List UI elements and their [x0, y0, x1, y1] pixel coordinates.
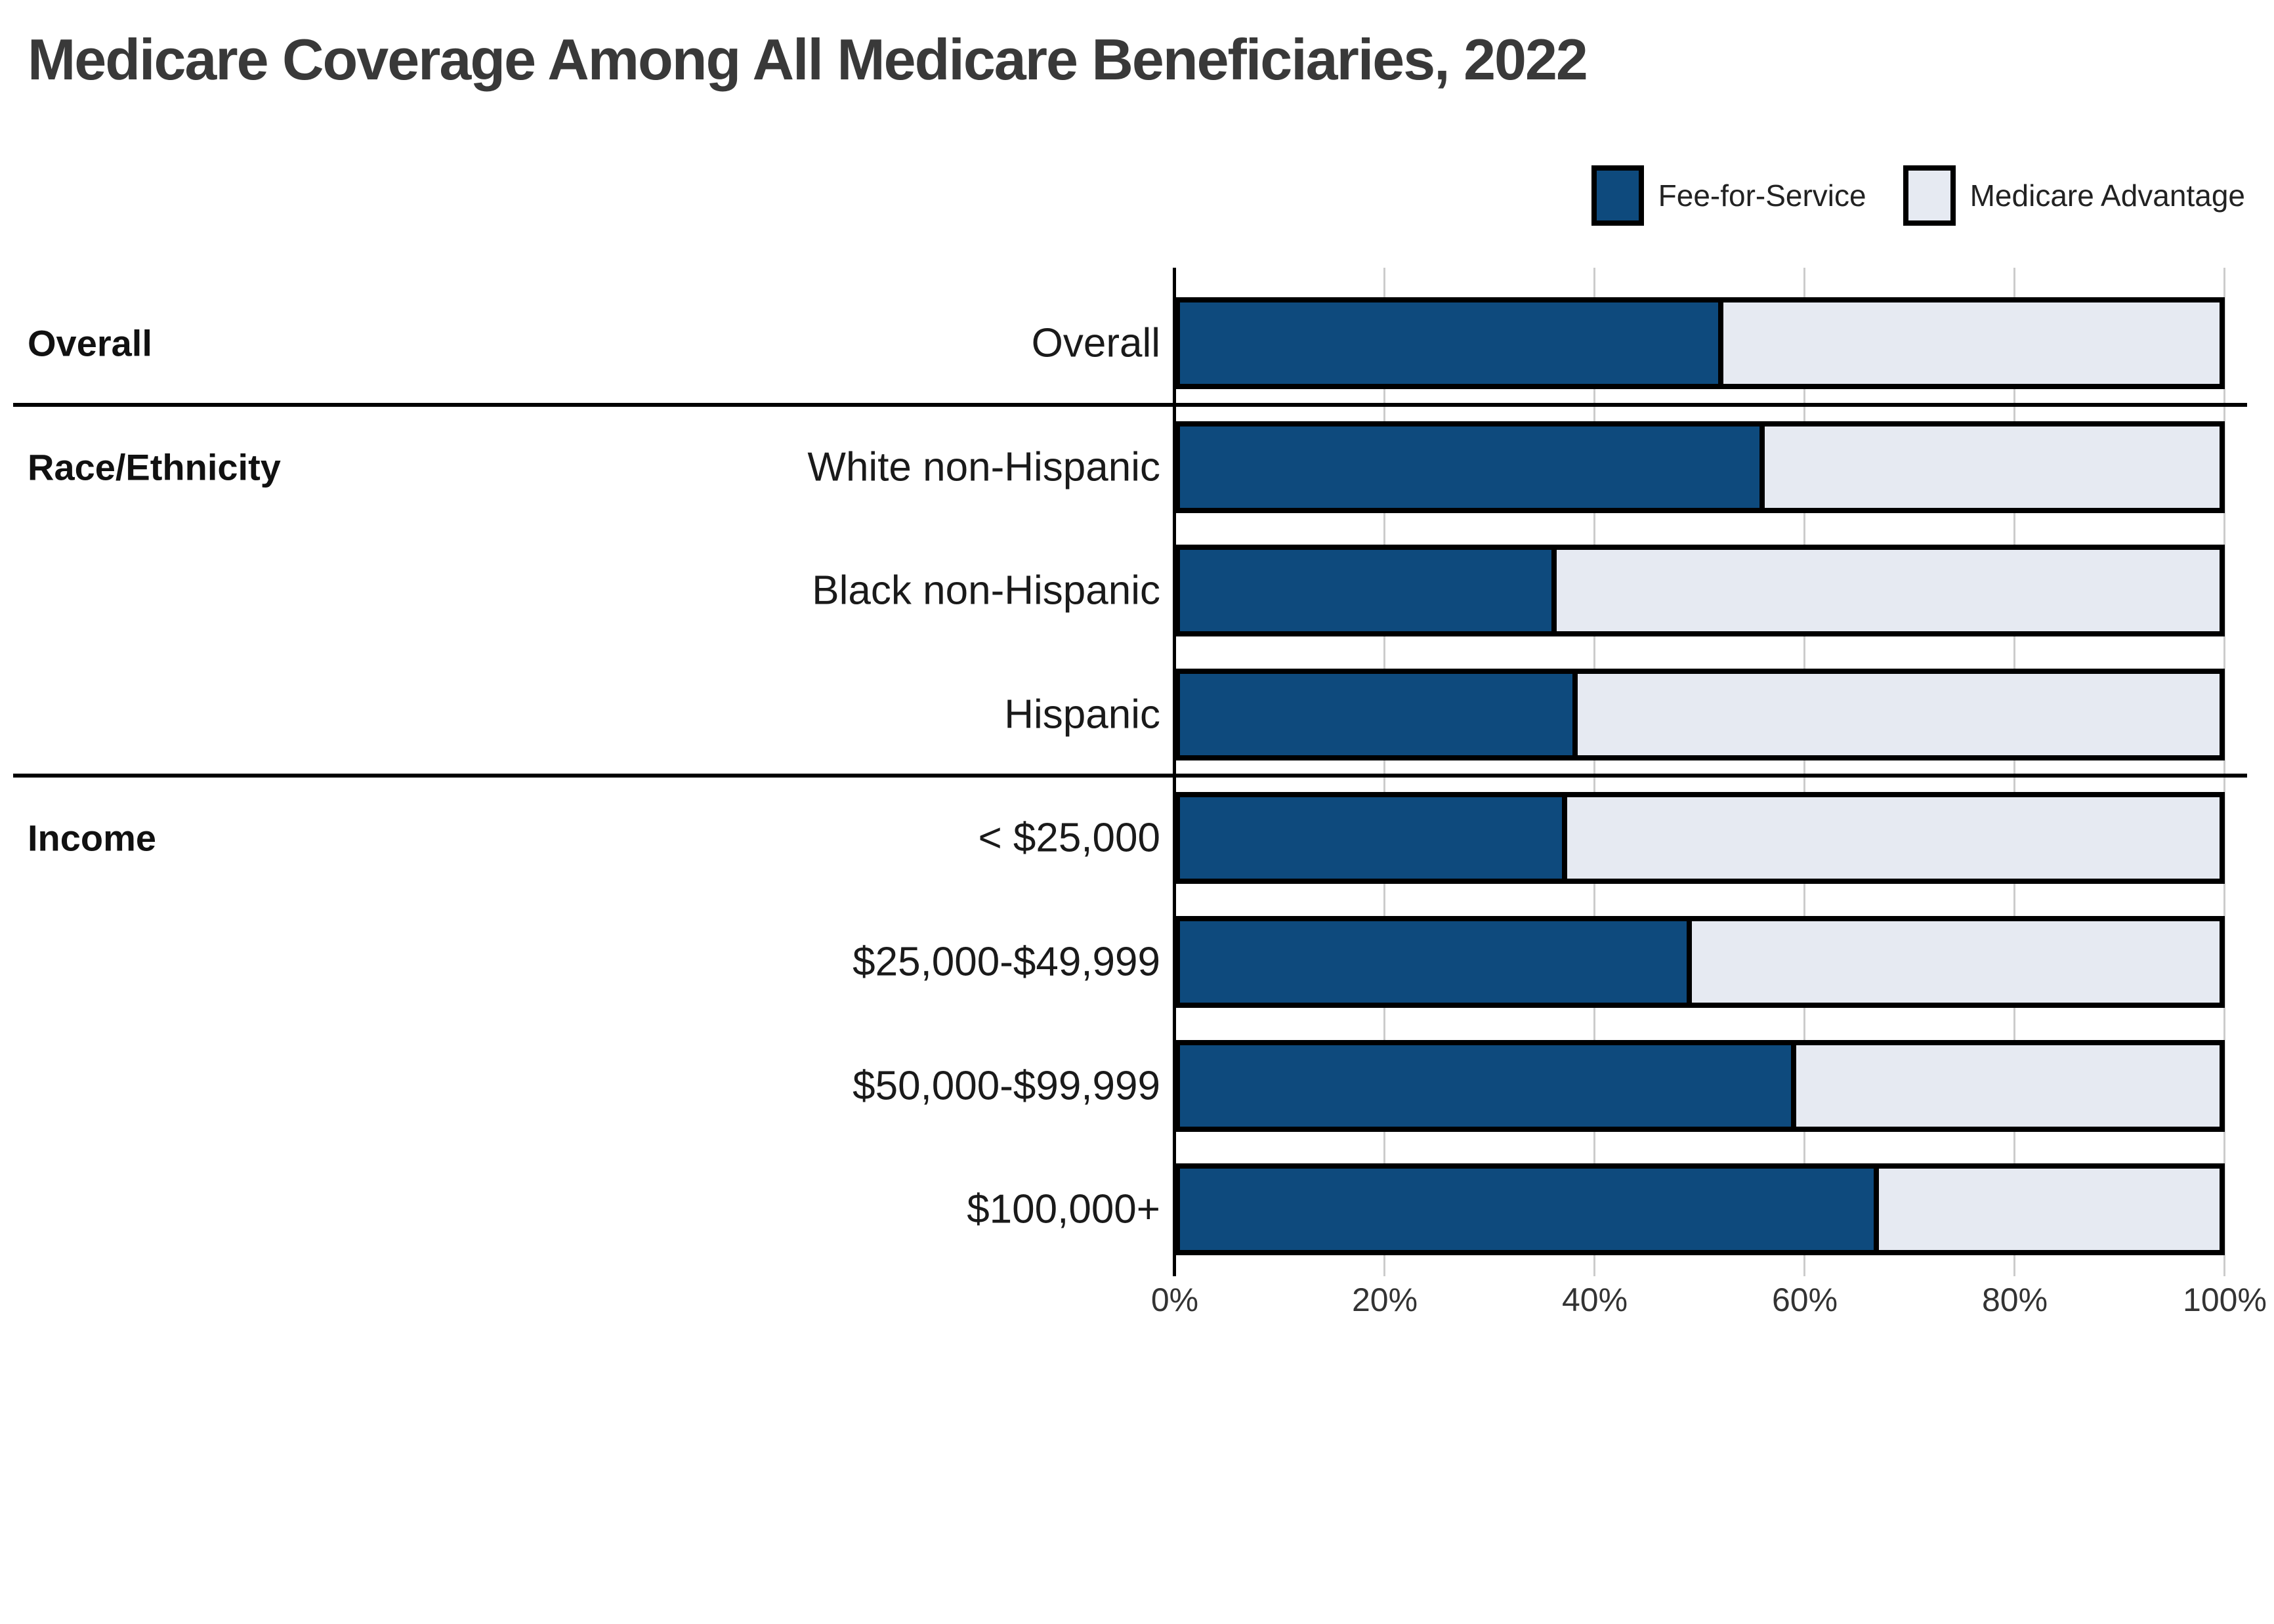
chart-title: Medicare Coverage Among All Medicare Ben…	[28, 27, 1588, 92]
legend-label: Fee-for-Service	[1658, 178, 1866, 213]
section-divider	[13, 774, 2247, 778]
axis-tick-label: 40%	[1561, 1281, 1628, 1318]
axis-tick-label: 100%	[2183, 1281, 2267, 1318]
axis-tick-label: 20%	[1351, 1281, 1418, 1318]
bar-track	[1175, 916, 2225, 1008]
bar-segment-fee-for-service	[1180, 797, 1568, 879]
bar-track	[1175, 1040, 2225, 1132]
bar-segment-fee-for-service	[1180, 1045, 1796, 1127]
category-label: Black non-Hispanic	[812, 568, 1160, 614]
axis-tick-label: 0%	[1150, 1281, 1199, 1318]
category-label: White non-Hispanic	[807, 444, 1160, 490]
legend-item-medicare-advantage: Medicare Advantage	[1903, 165, 2245, 226]
category-label: $50,000-$99,999	[853, 1063, 1160, 1109]
category-label: $25,000-$49,999	[853, 939, 1160, 985]
gridline	[2223, 268, 2225, 1276]
gridline	[1383, 268, 1385, 1276]
bar-segment-fee-for-service	[1180, 550, 1557, 631]
axis-tick-label: 60%	[1771, 1281, 1838, 1318]
legend: Fee-for-Service Medicare Advantage	[1591, 165, 2245, 226]
bar-segment-fee-for-service	[1180, 427, 1765, 508]
legend-swatch-fee-for-service-icon	[1591, 165, 1644, 226]
bar-segment-fee-for-service	[1180, 302, 1723, 384]
x-axis-zero-line	[1173, 268, 1176, 1276]
bar-track	[1175, 1163, 2225, 1255]
bar-segment-fee-for-service	[1180, 674, 1578, 755]
section-label: Overall	[28, 322, 152, 364]
category-label: Hispanic	[1004, 692, 1160, 738]
category-label: $100,000+	[967, 1186, 1160, 1232]
bar-track	[1175, 669, 2225, 760]
bar-track	[1175, 792, 2225, 884]
bar-segment-fee-for-service	[1180, 1169, 1880, 1250]
category-label: Overall	[1031, 320, 1160, 366]
section-label: Income	[28, 817, 157, 859]
bar-track	[1175, 421, 2225, 513]
bar-track	[1175, 297, 2225, 389]
category-label: < $25,000	[978, 815, 1160, 861]
bar-segment-fee-for-service	[1180, 921, 1693, 1003]
legend-item-fee-for-service: Fee-for-Service	[1591, 165, 1866, 226]
gridline	[1803, 268, 1805, 1276]
gridline	[2013, 268, 2015, 1276]
axis-tick-label: 80%	[1981, 1281, 2048, 1318]
bar-track	[1175, 545, 2225, 636]
section-label: Race/Ethnicity	[28, 446, 281, 488]
section-divider	[13, 403, 2247, 407]
legend-swatch-medicare-advantage-icon	[1903, 165, 1956, 226]
gridline	[1593, 268, 1595, 1276]
legend-label: Medicare Advantage	[1969, 178, 2245, 213]
